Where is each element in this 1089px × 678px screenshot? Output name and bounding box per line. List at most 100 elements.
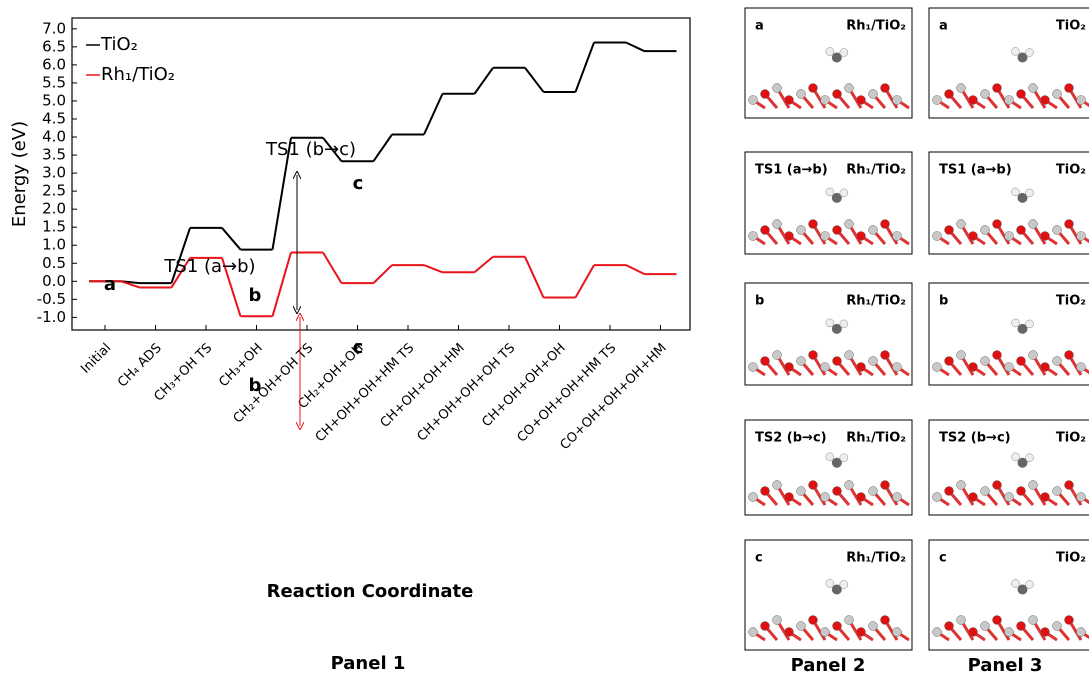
atom: [832, 225, 842, 235]
structure-panel: TS1 (a→b) Rh₁/TiO₂: [744, 151, 913, 255]
structure-panel: c Rh₁/TiO₂: [744, 539, 913, 651]
connector-line: [473, 67, 494, 95]
molecule-atom: [1017, 192, 1028, 203]
atom: [1076, 362, 1086, 372]
atom: [748, 627, 758, 637]
atom: [892, 231, 902, 241]
atom: [844, 480, 854, 490]
atom: [892, 627, 902, 637]
atom: [760, 621, 770, 631]
structure-panel: b Rh₁/TiO₂: [744, 282, 913, 386]
molecule-atom: [1017, 323, 1028, 334]
atom: [808, 350, 818, 360]
atom: [1064, 219, 1074, 229]
x-tick-label: CH+OH+OH+OH TS: [414, 341, 518, 445]
x-tick-label: CH+OH+OH+HM TS: [313, 341, 418, 446]
atom: [944, 225, 954, 235]
atom: [980, 486, 990, 496]
molecule-atom: [831, 323, 842, 334]
y-tick-label: 7.0: [42, 19, 66, 37]
structure-panel: a Rh₁/TiO₂: [744, 7, 913, 119]
structure-panel: b TiO₂: [928, 282, 1089, 386]
panel-material: TiO₂: [1056, 19, 1086, 34]
atom: [980, 225, 990, 235]
atom: [784, 95, 794, 105]
atom: [968, 627, 978, 637]
atom: [1064, 350, 1074, 360]
atom: [880, 219, 890, 229]
atom: [1076, 627, 1086, 637]
y-tick-label: 5.5: [42, 73, 66, 91]
structure-panel: TS1 (a→b) TiO₂: [928, 151, 1089, 255]
annotation: TS1 (b→c): [265, 139, 356, 160]
atom: [1004, 95, 1014, 105]
connector-line: [524, 256, 545, 298]
atom: [1004, 492, 1014, 502]
atom: [1052, 89, 1062, 99]
molecule-atom: [1011, 579, 1020, 588]
connector-line: [372, 133, 393, 162]
atom: [956, 83, 966, 93]
molecule-atom: [1025, 580, 1034, 589]
atom: [796, 89, 806, 99]
connector-line: [524, 67, 545, 93]
atom: [980, 621, 990, 631]
x-tick-label: CH+OH+OH+OH: [479, 341, 568, 430]
atom: [1028, 350, 1038, 360]
atom: [1040, 627, 1050, 637]
atom: [1028, 219, 1038, 229]
connector-line: [625, 264, 645, 275]
annotation: b: [249, 375, 262, 396]
molecule-atom: [1025, 319, 1034, 329]
atom: [1004, 627, 1014, 637]
atom: [1028, 480, 1038, 490]
panel-label: b: [755, 294, 764, 309]
atom: [1016, 89, 1026, 99]
atom: [880, 83, 890, 93]
y-axis-label: Energy (eV): [9, 121, 30, 227]
y-tick-label: -0.5: [37, 290, 66, 308]
connector-line: [574, 42, 595, 93]
y-tick-label: 6.5: [42, 37, 66, 55]
atom: [1040, 492, 1050, 502]
y-tick-label: 4.5: [42, 109, 66, 127]
atom: [1052, 356, 1062, 366]
atom: [892, 95, 902, 105]
atom: [808, 615, 818, 625]
connector-line: [221, 227, 242, 251]
atom: [880, 480, 890, 490]
atom: [784, 492, 794, 502]
panel-label: c: [755, 551, 763, 566]
atom: [1004, 231, 1014, 241]
connector-line: [170, 257, 191, 288]
atom: [968, 362, 978, 372]
connector-line: [625, 41, 645, 53]
panel-label: a: [755, 19, 764, 34]
atom: [820, 362, 830, 372]
y-tick-label: 1.5: [42, 218, 66, 236]
atom: [748, 362, 758, 372]
atom: [956, 350, 966, 360]
atom: [944, 486, 954, 496]
atom: [868, 225, 878, 235]
atom: [784, 627, 794, 637]
panel-material: TiO₂: [1056, 431, 1086, 446]
atom: [856, 627, 866, 637]
atom: [968, 492, 978, 502]
atom: [760, 89, 770, 99]
panel-material: Rh₁/TiO₂: [846, 19, 906, 34]
atom: [1028, 83, 1038, 93]
atom: [1016, 225, 1026, 235]
atom: [1076, 95, 1086, 105]
atom: [844, 219, 854, 229]
molecule-atom: [831, 192, 842, 203]
molecule-atom: [839, 48, 849, 57]
molecule-atom: [1017, 584, 1028, 595]
atom: [844, 83, 854, 93]
atom: [832, 621, 842, 631]
annotation: c: [353, 173, 364, 194]
plot-frame: [71, 17, 691, 331]
atom: [1052, 486, 1062, 496]
panel-material: Rh₁/TiO₂: [846, 163, 906, 178]
atom: [932, 95, 942, 105]
